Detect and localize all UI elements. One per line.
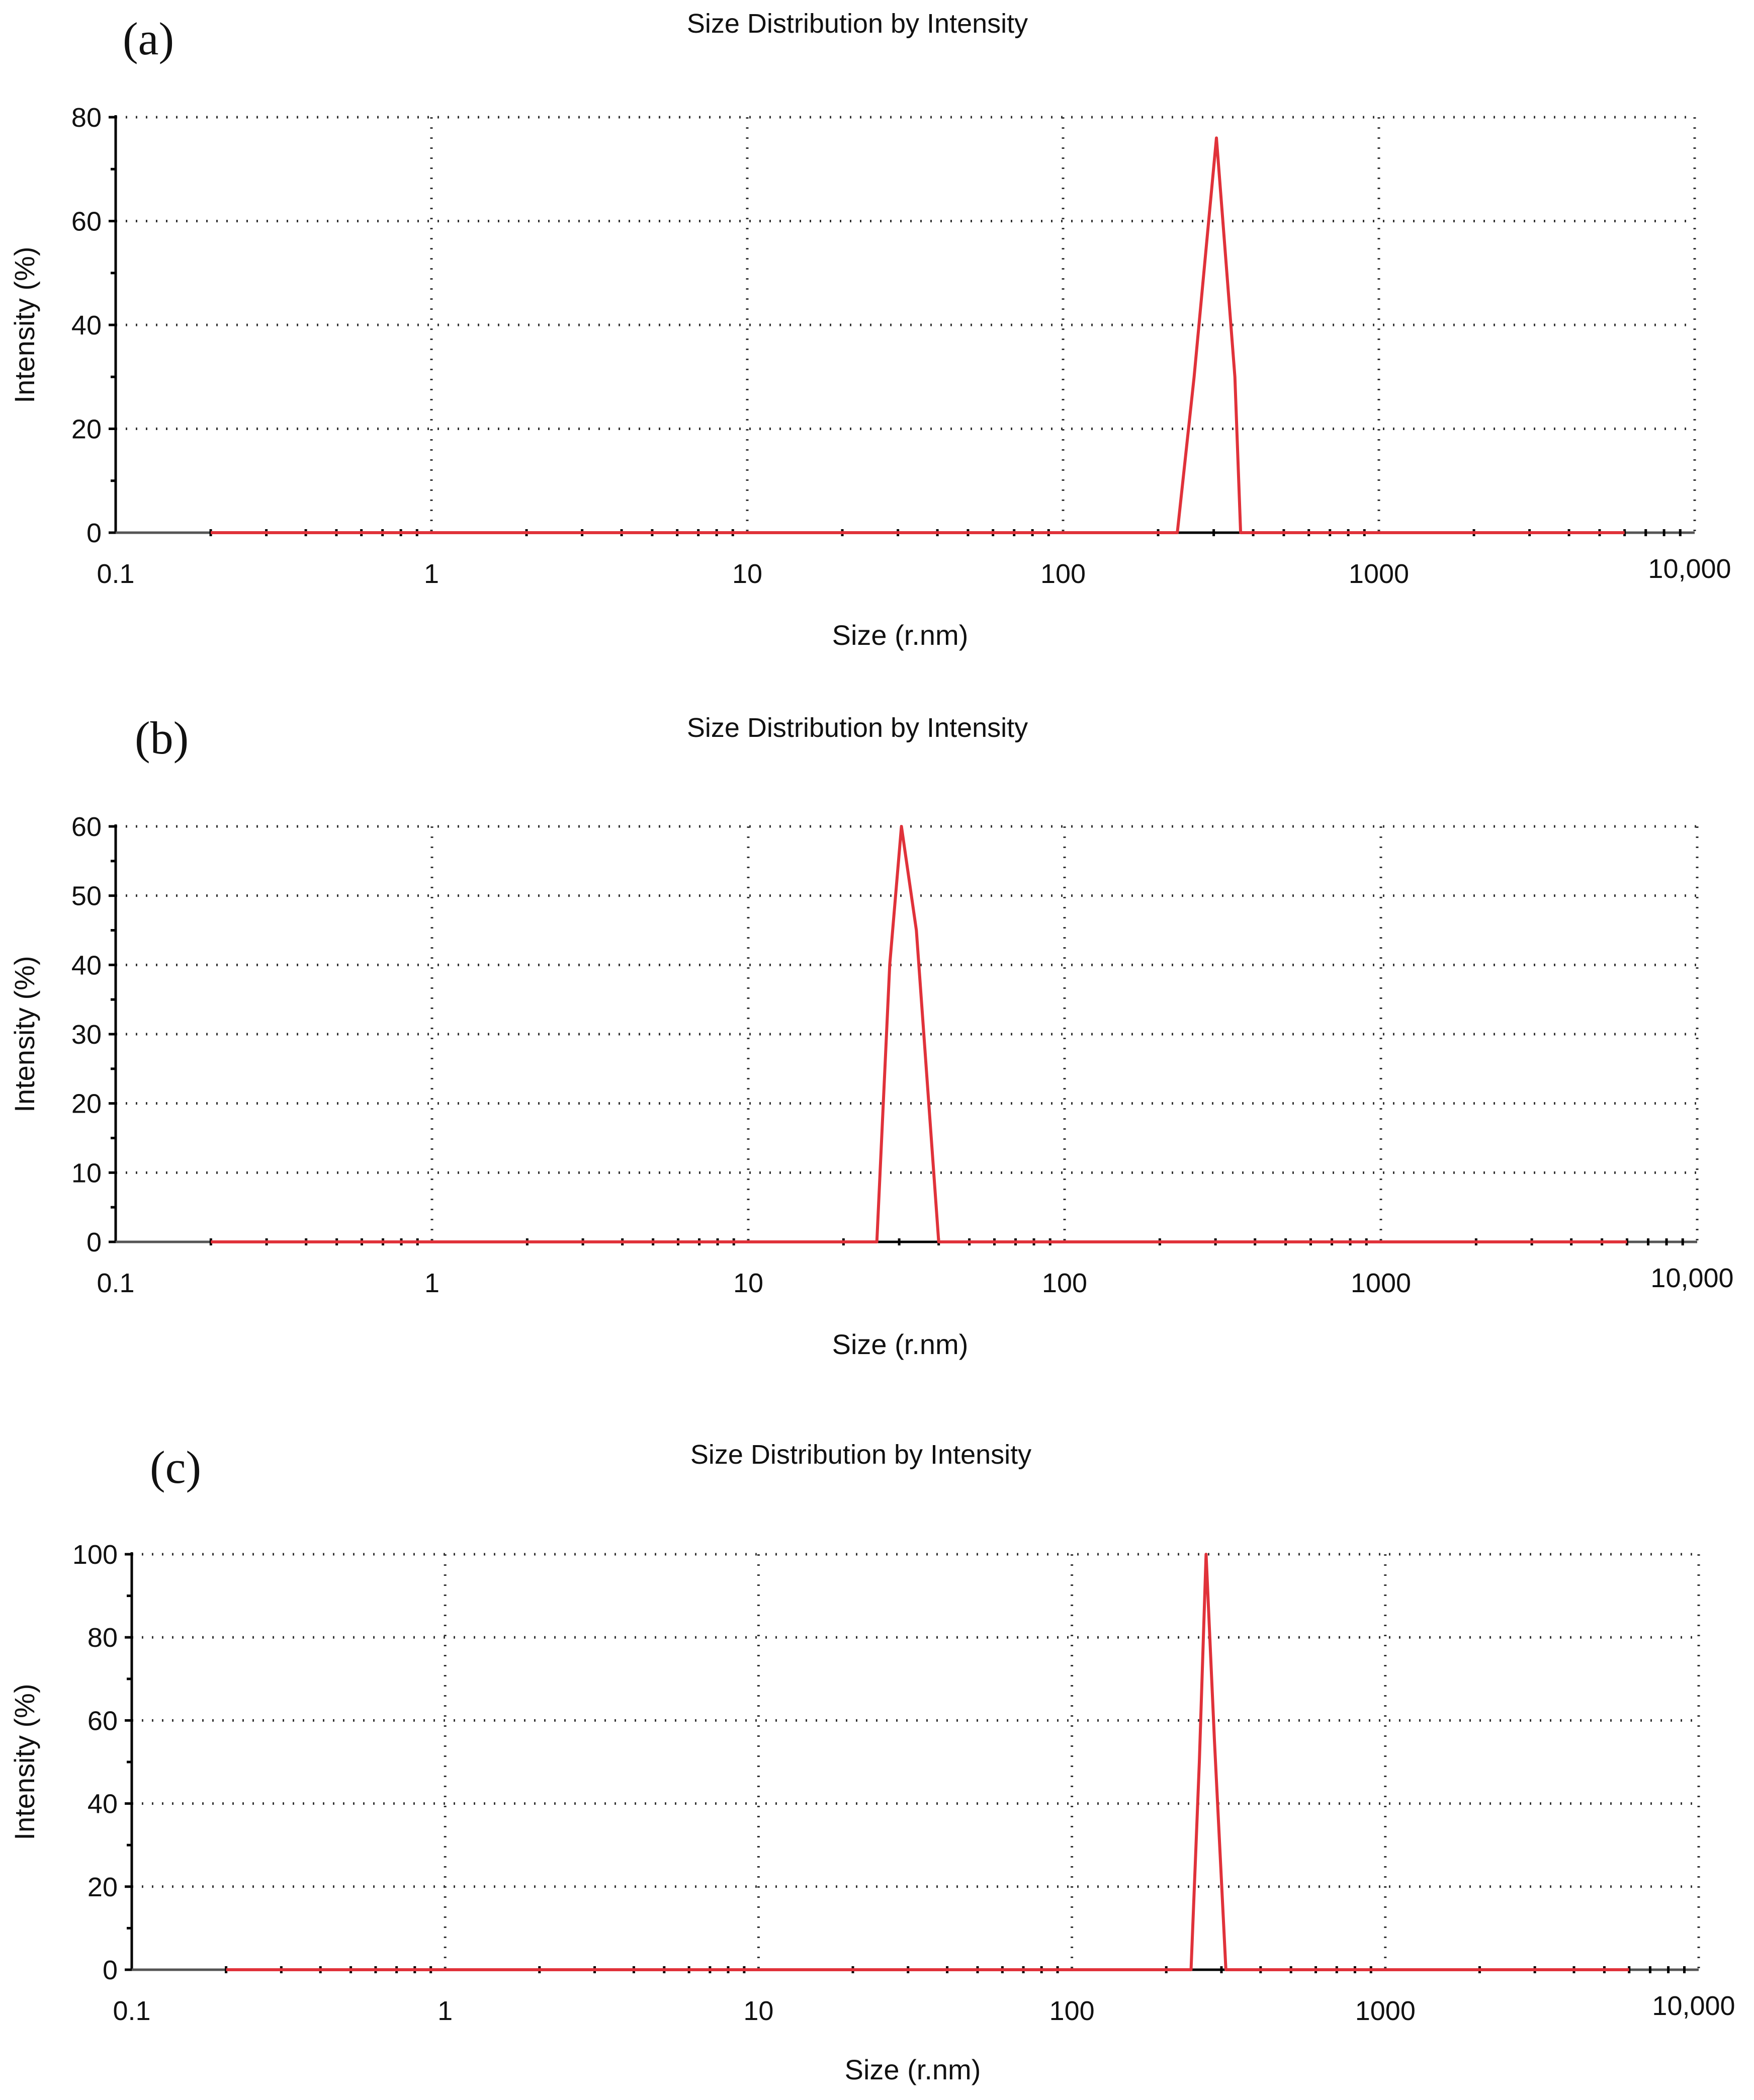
y-axis-label: Intensity (%): [9, 246, 40, 403]
x-tick-label: 1000: [1355, 1996, 1416, 2026]
y-tick-label: 0: [86, 518, 102, 548]
x-tick-label: 10,000: [1650, 1263, 1733, 1293]
y-tick-label: 20: [71, 1089, 102, 1119]
plot-area: 0 10 20 30 40 50 60 0.1 1 10 100 1000 10,000: [71, 812, 1734, 1298]
chart-title: Size Distribution by Intensity: [687, 713, 1028, 743]
x-tick-label: 10: [732, 559, 762, 589]
y-tick-label: 40: [71, 950, 102, 980]
y-tick-label: 80: [87, 1623, 118, 1653]
x-tick-label: 10: [733, 1268, 763, 1298]
y-tick-label: 60: [71, 207, 102, 237]
panel-label: (b): [135, 712, 189, 764]
y-tick-label: 30: [71, 1020, 102, 1050]
chart-b-svg: (b) Size Distribution by Intensity Inten…: [9, 712, 1734, 1360]
y-tick-label: 10: [71, 1158, 102, 1188]
y-tick-label: 80: [71, 103, 102, 133]
plot-area: 0 20 40 60 80 100 0.1 1 10 100 1000 10,000: [72, 1540, 1735, 2026]
series-line-intensity: [226, 1553, 1629, 1971]
x-tick-label: 100: [1049, 1996, 1095, 2026]
y-axis-label: Intensity (%): [9, 956, 40, 1112]
x-tick-label: 100: [1042, 1268, 1087, 1298]
y-axis-label: Intensity (%): [9, 1684, 40, 1840]
x-tick-label: 10,000: [1652, 1991, 1735, 2021]
x-tick-label: 0.1: [113, 1996, 150, 2026]
chart-title: Size Distribution by Intensity: [690, 1440, 1031, 1470]
y-tick-label: 40: [87, 1789, 118, 1819]
x-tick-label: 1: [424, 1268, 440, 1298]
series-line-intensity: [211, 136, 1625, 534]
y-tick-label: 20: [87, 1872, 118, 1902]
x-tick-label: 100: [1040, 559, 1086, 589]
chart-panel-c: (c) Size Distribution by Intensity Inten…: [0, 1388, 1754, 2100]
chart-panel-a: (a) Size Distribution by Intensity Inten…: [0, 0, 1754, 694]
series-line-intensity: [211, 825, 1627, 1243]
plot-area: 0 20 40 60 80 0.1 1 10 100 1000 10,000: [71, 103, 1731, 589]
y-tick-label: 60: [87, 1706, 118, 1736]
x-tick-label: 1: [424, 559, 439, 589]
x-tick-label: 0.1: [97, 1268, 134, 1298]
panel-label: (c): [150, 1442, 201, 1493]
y-tick-label: 20: [71, 414, 102, 445]
x-tick-label: 10,000: [1648, 554, 1731, 584]
y-tick-label: 0: [103, 1955, 118, 1985]
chart-c-svg: (c) Size Distribution by Intensity Inten…: [9, 1440, 1735, 2085]
panel-label: (a): [123, 13, 174, 64]
y-tick-label: 100: [72, 1540, 118, 1570]
y-tick-label: 60: [71, 812, 102, 842]
x-axis-label: Size (r.nm): [832, 1328, 969, 1360]
x-tick-label: 0.1: [97, 559, 134, 589]
y-tick-label: 40: [71, 310, 102, 341]
chart-a-svg: (a) Size Distribution by Intensity Inten…: [9, 9, 1731, 651]
y-tick-label: 0: [86, 1227, 102, 1257]
x-tick-label: 1: [437, 1996, 453, 2026]
chart-title: Size Distribution by Intensity: [687, 9, 1028, 39]
x-tick-label: 10: [743, 1996, 773, 2026]
y-tick-label: 50: [71, 881, 102, 911]
chart-panel-b: (b) Size Distribution by Intensity Inten…: [0, 694, 1754, 1388]
x-axis-label: Size (r.nm): [845, 2054, 981, 2085]
x-axis-label: Size (r.nm): [832, 619, 969, 651]
x-tick-label: 1000: [1349, 559, 1409, 589]
x-tick-label: 1000: [1351, 1268, 1411, 1298]
